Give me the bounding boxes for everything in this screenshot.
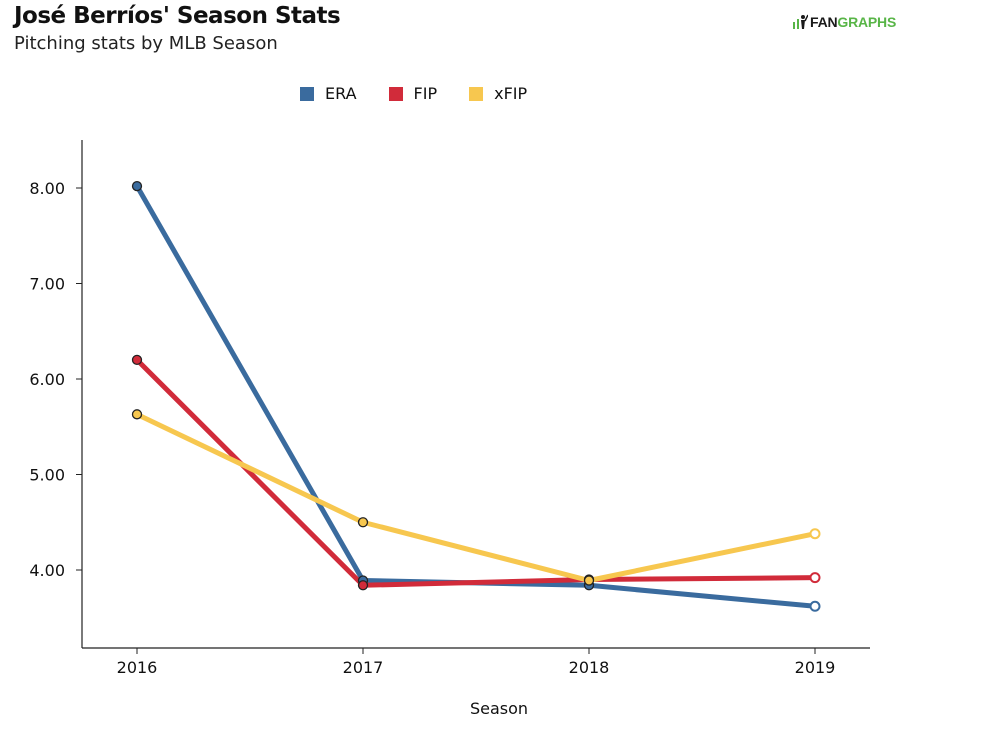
x-tick-label: 2018: [569, 658, 610, 677]
fangraphs-logo[interactable]: FAN GRAPHS: [792, 12, 896, 32]
x-tick-label: 2017: [343, 658, 384, 677]
series-line-era: [134, 183, 818, 609]
data-point-era[interactable]: [809, 600, 821, 612]
chart-subtitle: Pitching stats by MLB Season: [14, 33, 278, 54]
legend-item-era[interactable]: ERA: [300, 84, 357, 103]
y-tick-label: 5.00: [29, 466, 65, 485]
batter-icon: [793, 14, 808, 29]
legend-swatch-fip: [388, 86, 403, 101]
data-point-xfip[interactable]: [357, 517, 369, 528]
legend-label-fip: FIP: [413, 84, 438, 103]
logo-text-fan: FAN: [810, 14, 838, 30]
legend-swatch-era: [300, 86, 314, 101]
series-line-xfip: [134, 411, 818, 584]
series-line-fip: [134, 357, 818, 588]
data-point-fip[interactable]: [809, 572, 821, 584]
data-point-era[interactable]: [131, 180, 143, 192]
legend-item-fip[interactable]: FIP: [388, 84, 438, 103]
data-point-xfip[interactable]: [809, 528, 821, 540]
legend-label-xfip: xFIP: [494, 84, 528, 103]
y-tick-label: 4.00: [29, 561, 65, 580]
data-point-xfip[interactable]: [131, 409, 143, 420]
chart-title: José Berríos' Season Stats: [14, 3, 341, 29]
x-tick-label: 2016: [117, 658, 158, 677]
y-tick-label: 8.00: [29, 179, 65, 198]
x-tick-label: 2019: [795, 658, 836, 677]
legend-swatch-xfip: [469, 86, 484, 101]
data-point-fip[interactable]: [357, 580, 369, 591]
legend-item-xfip[interactable]: xFIP: [469, 84, 527, 103]
data-point-xfip[interactable]: [583, 575, 595, 586]
x-axis-title: Season: [469, 699, 529, 718]
y-tick-label: 7.00: [29, 275, 65, 294]
chart-legend: ERA FIP xFIP: [300, 84, 559, 103]
logo-text-graphs: GRAPHS: [837, 14, 897, 30]
data-point-fip[interactable]: [131, 354, 143, 366]
legend-label-era: ERA: [325, 84, 357, 103]
y-tick-label: 6.00: [29, 370, 65, 389]
